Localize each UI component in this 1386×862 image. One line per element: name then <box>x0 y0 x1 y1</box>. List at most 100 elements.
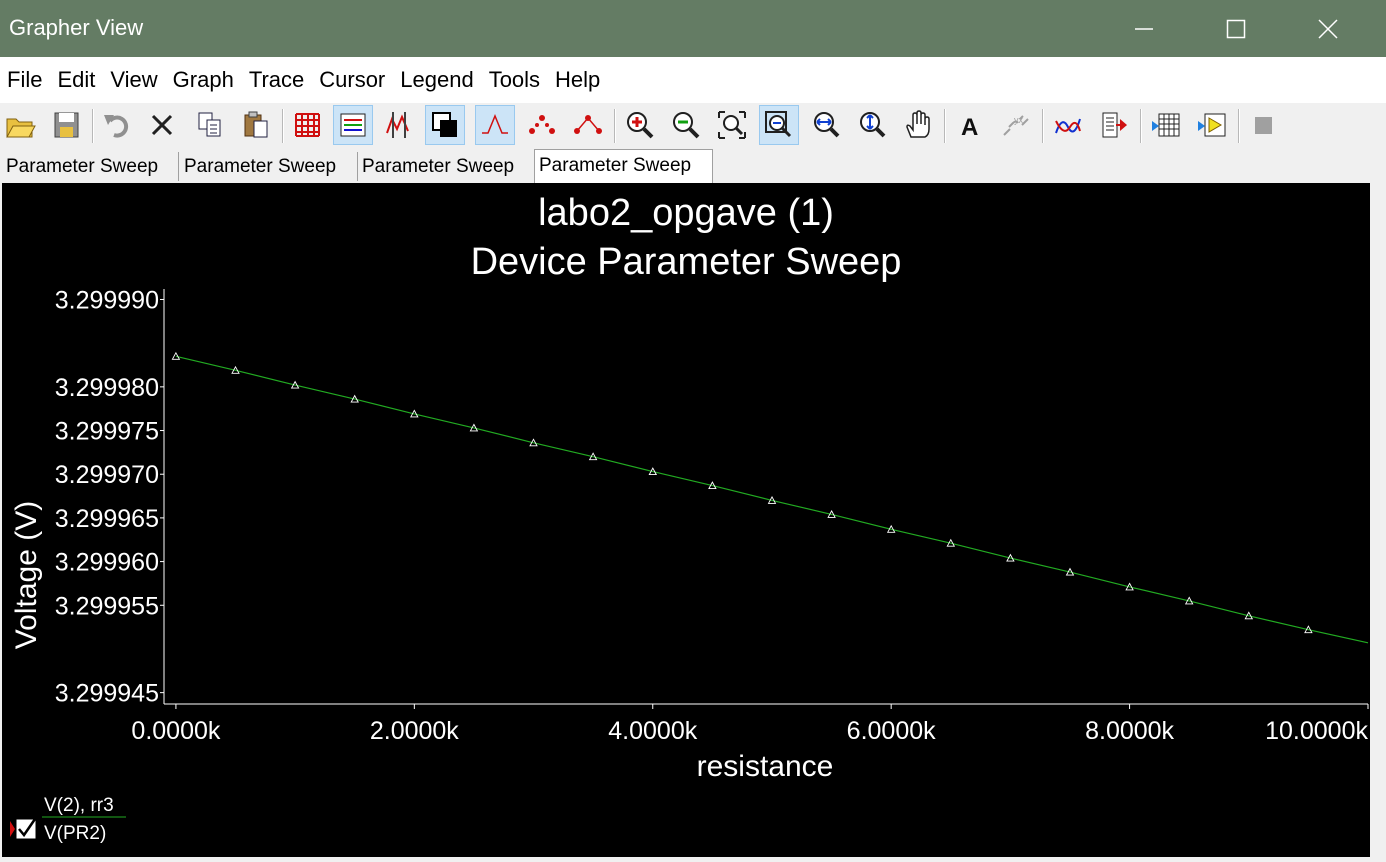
menu-edit[interactable]: Edit <box>57 67 96 92</box>
data-point-marker[interactable] <box>1304 625 1313 634</box>
data-point-marker[interactable] <box>886 524 896 533</box>
data-point-marker[interactable] <box>648 467 658 476</box>
text-label-button[interactable]: yx <box>996 105 1036 145</box>
data-point-marker[interactable] <box>1006 553 1015 562</box>
parameter-sweep-chart[interactable]: labo2_opgave (1) Device Parameter Sweep … <box>2 183 1370 857</box>
cursors-icon <box>386 112 409 138</box>
export-labview-icon <box>1198 113 1226 137</box>
undo-button[interactable] <box>97 105 137 145</box>
delete-button[interactable] <box>142 105 182 145</box>
data-point-marker[interactable] <box>529 438 538 447</box>
zoom-in-button[interactable] <box>620 105 660 145</box>
data-point-marker[interactable] <box>588 452 598 461</box>
text-label-icon: yx <box>1003 115 1029 136</box>
export-labview-button[interactable] <box>1192 105 1232 145</box>
data-point-marker[interactable] <box>946 538 956 547</box>
y-tick-label: 3.299945 <box>55 680 159 708</box>
legend-trace-label: V(PR2) <box>44 823 106 844</box>
data-point-marker[interactable] <box>1244 611 1254 620</box>
open-button[interactable] <box>0 105 40 145</box>
plot-area[interactable]: labo2_opgave (1) Device Parameter Sweep … <box>2 183 1370 857</box>
tab-parameter-sweep-4[interactable]: Parameter Sweep <box>534 149 713 183</box>
zoom-out-icon <box>673 112 700 139</box>
select-marks-icon <box>482 114 508 134</box>
black-background-icon <box>432 112 457 137</box>
zoom-x-button[interactable] <box>806 105 846 145</box>
data-point-marker[interactable] <box>469 423 479 432</box>
pan-button[interactable] <box>898 105 938 145</box>
text-icon: A <box>961 114 978 141</box>
y-tick-label: 3.299965 <box>55 505 159 533</box>
export-button[interactable] <box>1094 105 1134 145</box>
grid-button[interactable] <box>287 105 327 145</box>
delete-icon <box>151 114 173 136</box>
y-axis-ticks: 3.299945 3.299955 3.299960 3.299965 3.299970… <box>55 286 164 708</box>
menu-trace[interactable]: Trace <box>248 67 305 92</box>
tab-parameter-sweep-1[interactable]: Parameter Sweep <box>2 152 179 181</box>
paste-icon <box>244 111 268 138</box>
menu-cursor[interactable]: Cursor <box>319 67 386 92</box>
data-point-marker[interactable] <box>290 380 300 389</box>
series-line[interactable] <box>175 355 1369 644</box>
maximize-button[interactable] <box>1190 0 1282 57</box>
y-axis-label: Voltage (V) <box>10 501 43 649</box>
show-markers-button[interactable] <box>522 105 562 145</box>
menu-tools[interactable]: Tools <box>488 67 541 92</box>
y-tick-label: 3.299975 <box>55 418 159 446</box>
data-point-marker[interactable] <box>1184 596 1194 605</box>
text-button[interactable]: A <box>950 105 990 145</box>
window-border-bottom <box>0 857 1386 861</box>
stop-button[interactable] <box>1243 105 1283 145</box>
save-button[interactable] <box>46 105 86 145</box>
black-background-button[interactable] <box>425 105 465 145</box>
data-point-marker[interactable] <box>1125 582 1134 591</box>
legend-group-label: V(2), rr3 <box>44 795 114 816</box>
menu-file[interactable]: File <box>7 67 43 92</box>
paste-button[interactable] <box>236 105 276 145</box>
data-point-marker[interactable] <box>708 481 717 490</box>
zoom-out-button[interactable] <box>666 105 706 145</box>
cursors-button[interactable] <box>379 105 419 145</box>
x-tick-label: 10.0000k <box>1265 717 1368 745</box>
x-tick-label: 2.0000k <box>370 717 459 745</box>
menu-view[interactable]: View <box>110 67 158 92</box>
menu-graph[interactable]: Graph <box>172 67 234 92</box>
zoom-full-button[interactable] <box>759 105 799 145</box>
y-tick-label: 3.299970 <box>55 461 159 489</box>
copy-button[interactable] <box>190 105 230 145</box>
data-point-marker[interactable] <box>350 394 359 403</box>
x-tick-label: 8.0000k <box>1085 717 1174 745</box>
data-point-marker[interactable] <box>410 409 419 418</box>
menu-legend[interactable]: Legend <box>400 67 474 92</box>
series-v-pr2[interactable] <box>171 351 1369 644</box>
data-point-marker[interactable] <box>171 351 181 360</box>
tab-parameter-sweep-3[interactable]: Parameter Sweep <box>358 152 536 181</box>
zoom-y-button[interactable] <box>852 105 892 145</box>
x-axis-label: resistance <box>697 750 834 783</box>
svg-text:A: A <box>961 114 978 141</box>
title-bar: Grapher View <box>0 0 1386 57</box>
export-spreadsheet-button[interactable] <box>1146 105 1186 145</box>
window-border <box>1370 183 1386 861</box>
chart-subtitle: Device Parameter Sweep <box>471 241 902 283</box>
zoom-y-icon <box>860 112 886 138</box>
show-data-points-button[interactable] <box>568 105 608 145</box>
legend[interactable]: V(2), rr3 V(PR2) <box>10 795 126 844</box>
tab-parameter-sweep-2[interactable]: Parameter Sweep <box>180 152 358 181</box>
overlay-traces-button[interactable] <box>1048 105 1088 145</box>
data-point-marker[interactable] <box>1065 567 1075 576</box>
y-tick-label: 3.299960 <box>55 549 159 577</box>
zoom-area-button[interactable] <box>712 105 752 145</box>
data-point-marker[interactable] <box>827 509 836 518</box>
menu-help[interactable]: Help <box>555 67 601 92</box>
window-title: Grapher View <box>9 15 144 40</box>
tab-strip: Parameter Sweep Parameter Sweep Paramete… <box>0 149 1386 183</box>
minimize-button[interactable] <box>1098 0 1190 57</box>
close-button[interactable] <box>1282 0 1374 57</box>
copy-icon <box>198 112 221 137</box>
data-point-marker[interactable] <box>231 365 240 374</box>
save-icon <box>54 112 79 138</box>
legend-button[interactable] <box>333 105 373 145</box>
data-point-marker[interactable] <box>767 495 777 504</box>
select-marks-button[interactable] <box>475 105 515 145</box>
